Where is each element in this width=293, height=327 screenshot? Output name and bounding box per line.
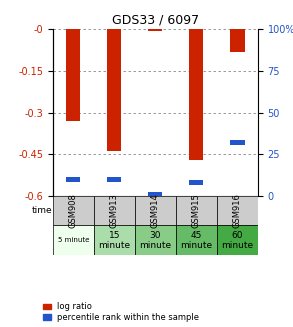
Bar [94, 196, 135, 225]
Bar [176, 196, 217, 225]
Bar [217, 225, 258, 255]
Bar [176, 225, 217, 255]
Bar [148, 192, 162, 198]
Bar [107, 177, 121, 181]
Bar [217, 196, 258, 225]
Title: GDS33 / 6097: GDS33 / 6097 [112, 14, 199, 27]
Bar [66, 177, 80, 181]
Text: 30
minute: 30 minute [139, 231, 171, 250]
Text: 60
minute: 60 minute [221, 231, 253, 250]
Text: GSM914: GSM914 [151, 193, 160, 228]
Bar [66, 29, 80, 121]
Text: 5 minute: 5 minute [57, 237, 89, 243]
Bar [189, 180, 204, 185]
Text: 15
minute: 15 minute [98, 231, 130, 250]
Bar [230, 29, 244, 52]
Bar [107, 29, 121, 151]
Legend: log ratio, percentile rank within the sample: log ratio, percentile rank within the sa… [42, 301, 200, 323]
Text: 45
minute: 45 minute [180, 231, 212, 250]
Text: time: time [31, 206, 52, 215]
Text: GSM916: GSM916 [233, 193, 242, 228]
Text: GSM915: GSM915 [192, 193, 201, 228]
Bar [148, 29, 162, 31]
Bar [94, 225, 135, 255]
Bar [135, 196, 176, 225]
Bar [189, 29, 204, 160]
Text: GSM913: GSM913 [110, 193, 119, 228]
Bar [53, 196, 94, 225]
Bar [230, 140, 244, 145]
Bar [53, 225, 94, 255]
Text: GSM908: GSM908 [69, 193, 78, 228]
Bar [135, 225, 176, 255]
